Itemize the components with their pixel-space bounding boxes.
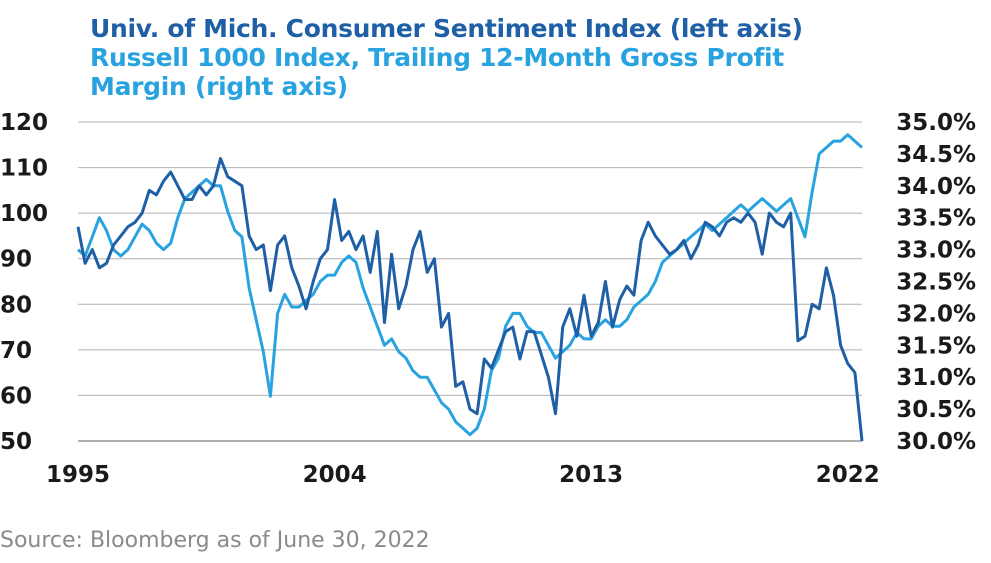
y-left-tick-label: 90 [0,247,32,273]
title-sentiment: Univ. of Mich. Consumer Sentiment Index … [90,14,803,43]
y-right-tick-label: 31.5% [896,333,976,359]
y-right-tick-label: 30.0% [896,429,976,455]
y-left-tick-label: 50 [0,429,32,455]
line-chart: 120 110 100 90 80 70 60 50 35.0% 34.5% 34.0% 33.5% 3… [0,110,976,488]
source-note: Source: Bloomberg as of June 30, 2022 [0,528,430,553]
x-tick-label: 2022 [816,462,880,488]
y-left-tick-label: 120 [0,110,48,136]
y-right-tick-label: 35.0% [896,110,976,136]
y-left-tick-label: 60 [0,383,32,409]
sentiment-series-line [76,157,864,442]
x-tick-label: 2004 [303,462,367,488]
x-tick-label: 2013 [559,462,623,488]
y-left-tick-label: 80 [0,292,32,318]
profit-margin-series-line [76,133,864,437]
y-left-tick-label: 100 [0,201,48,227]
y-right-tick-label: 30.5% [896,397,976,423]
y-right-tick-label: 31.0% [896,365,976,391]
x-tick-label: 1995 [46,462,110,488]
y-right-tick-label: 32.0% [896,301,976,327]
y-right-tick-label: 34.5% [896,142,976,168]
y-right-tick-label: 32.5% [896,270,976,296]
y-right-tick-label: 33.5% [896,206,976,232]
chart-title: Univ. of Mich. Consumer Sentiment Index … [90,14,830,101]
title-profit-margin: Russell 1000 Index, Trailing 12-Month Gr… [90,43,784,101]
y-right-tick-label: 33.0% [896,238,976,264]
y-right-tick-label: 34.0% [896,174,976,200]
y-left-tick-label: 70 [0,338,32,364]
y-left-tick-label: 110 [0,156,48,182]
